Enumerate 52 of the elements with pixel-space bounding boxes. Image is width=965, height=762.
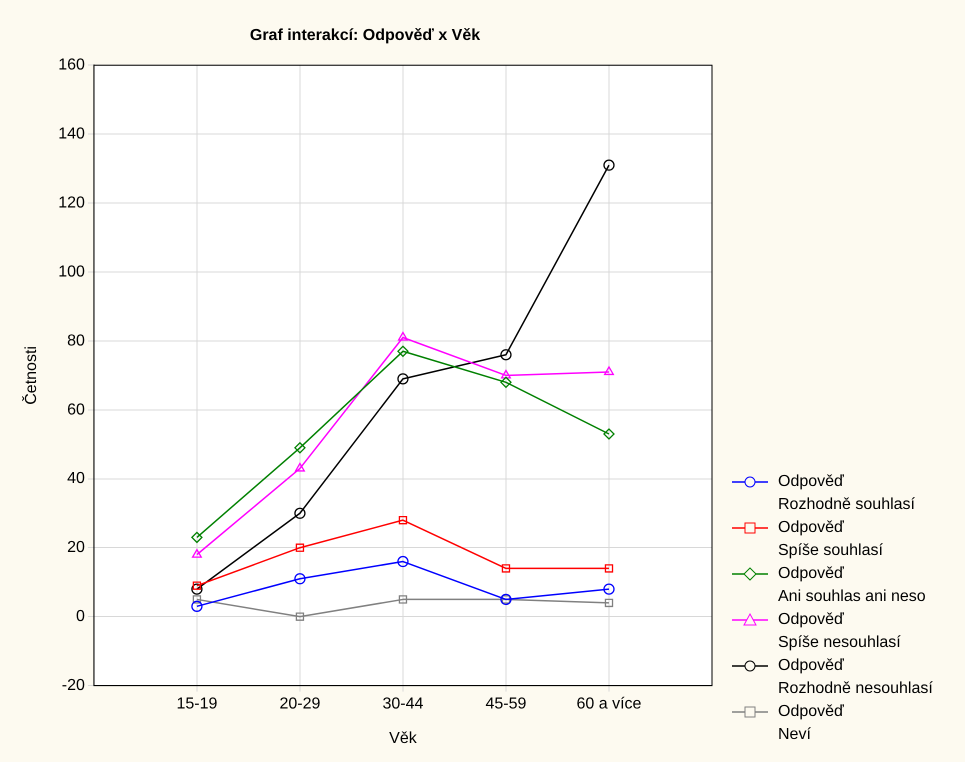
point bbox=[192, 548, 202, 558]
legend-label: Odpověď Spíše nesouhlasí bbox=[778, 610, 901, 653]
x-tick-label: 60 a více bbox=[576, 696, 642, 713]
y-tick-label: -20 bbox=[62, 677, 85, 694]
point bbox=[296, 612, 304, 621]
point bbox=[502, 564, 510, 573]
y-tick-label: 20 bbox=[67, 539, 85, 556]
x-tick-label: 20-29 bbox=[279, 696, 320, 713]
x-tick-label: 30-44 bbox=[382, 696, 424, 713]
point bbox=[397, 373, 409, 384]
point bbox=[500, 349, 512, 360]
y-tick-label: 140 bbox=[58, 126, 85, 143]
point bbox=[500, 376, 512, 388]
point bbox=[191, 600, 203, 612]
y-tick-label: 60 bbox=[67, 401, 85, 418]
point bbox=[294, 508, 306, 519]
chart-title: Graf interakcí: Odpověď x Věk bbox=[250, 27, 480, 44]
point bbox=[294, 573, 306, 584]
point bbox=[604, 564, 614, 573]
point bbox=[191, 583, 203, 595]
y-axis-title: Četnosti bbox=[22, 346, 40, 405]
point bbox=[192, 595, 202, 604]
legend-label: Odpověď Neví bbox=[778, 702, 844, 745]
point bbox=[603, 583, 615, 595]
point bbox=[192, 581, 202, 590]
point bbox=[604, 366, 614, 376]
point bbox=[296, 544, 304, 552]
point bbox=[604, 598, 614, 608]
y-tick-label: 80 bbox=[67, 332, 85, 350]
point bbox=[603, 428, 615, 440]
point bbox=[191, 532, 203, 544]
point bbox=[294, 442, 306, 454]
point bbox=[294, 462, 305, 472]
point bbox=[398, 332, 408, 341]
point bbox=[500, 370, 511, 379]
legend-label: Odpověď Spíše souhlasí bbox=[778, 518, 883, 561]
point bbox=[397, 346, 409, 357]
legend-label: Odpověď Rozhodně nesouhlasí bbox=[778, 656, 933, 699]
point bbox=[398, 516, 408, 524]
point bbox=[398, 595, 408, 604]
x-axis-title: Věk bbox=[389, 730, 418, 747]
x-tick-label: 45-59 bbox=[486, 696, 527, 713]
legend-label: Odpověď Ani souhlas ani neso bbox=[778, 564, 926, 607]
y-tick-label: 160 bbox=[58, 56, 85, 74]
y-tick-label: 40 bbox=[67, 470, 85, 488]
legend-label: Odpověď Rozhodně souhlasí bbox=[778, 472, 915, 515]
point bbox=[603, 160, 615, 171]
y-tick-label: 100 bbox=[58, 263, 85, 280]
point bbox=[397, 556, 409, 568]
x-tick-label: 15-19 bbox=[176, 696, 218, 713]
y-tick-label: 120 bbox=[58, 194, 85, 212]
y-tick-label: 0 bbox=[76, 608, 85, 626]
